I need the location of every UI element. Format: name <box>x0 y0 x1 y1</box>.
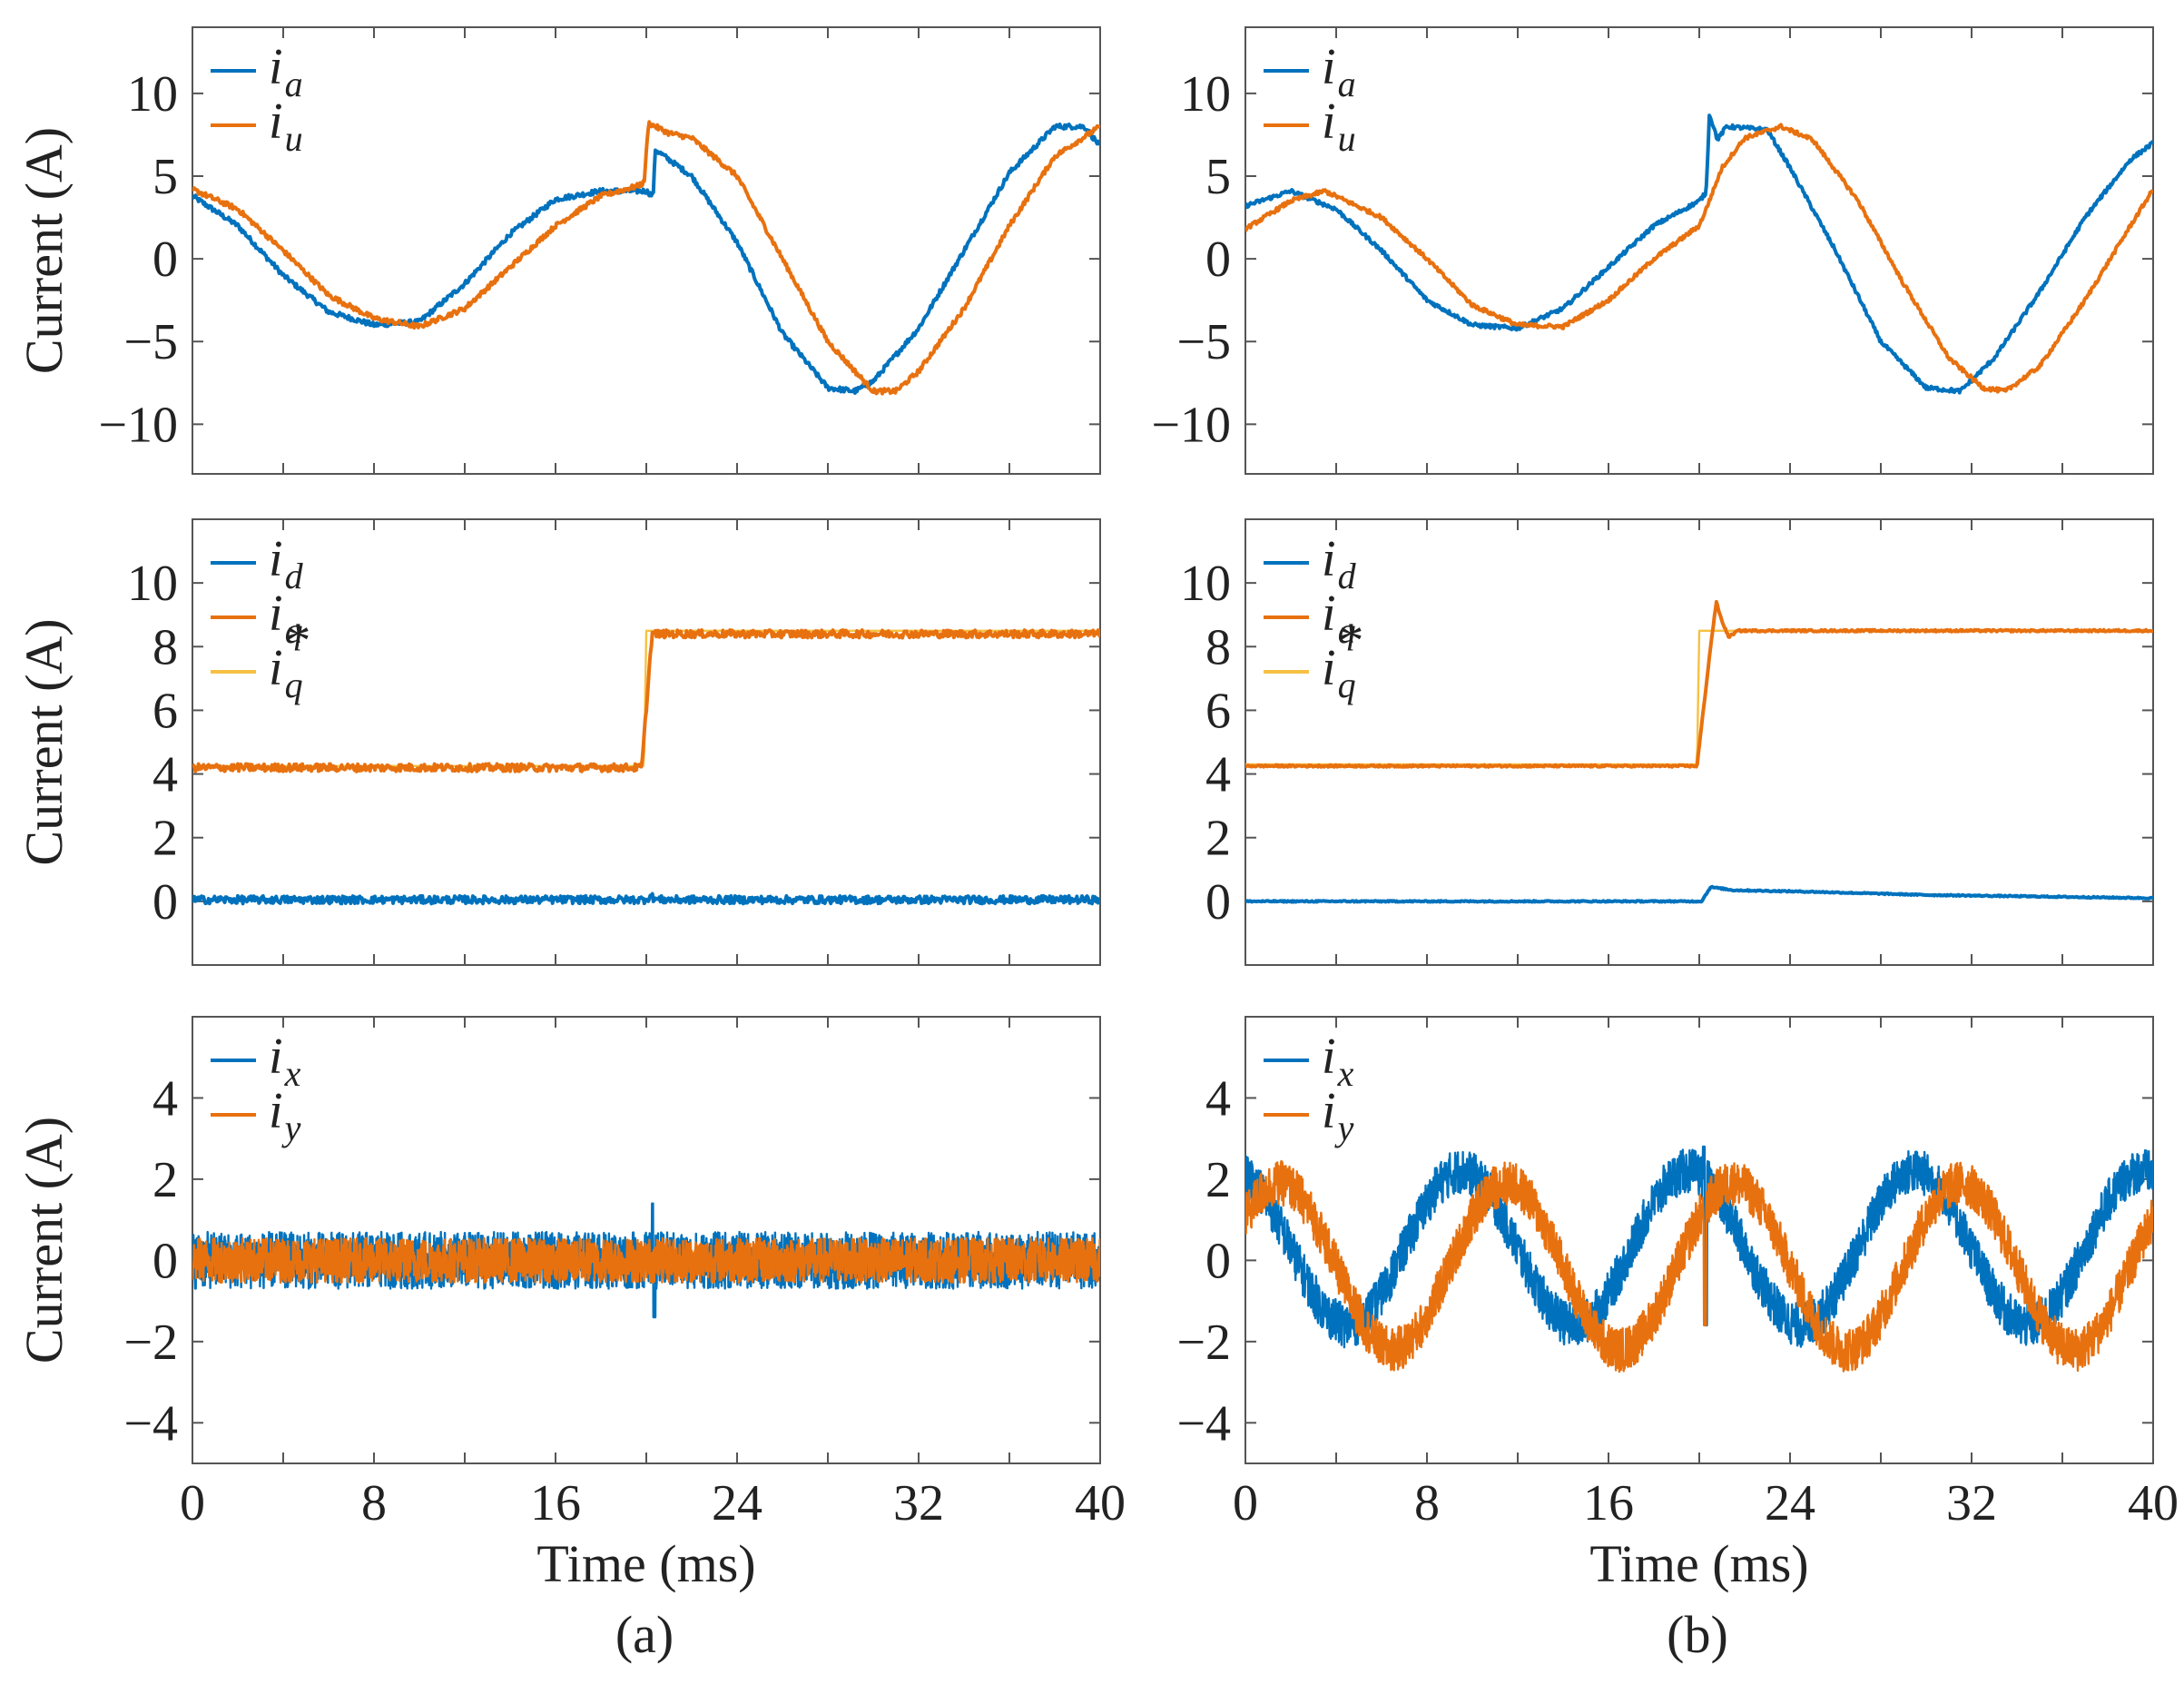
y-axis-title: Current (A) <box>15 127 74 374</box>
series-line <box>1245 123 2153 394</box>
series-line <box>1245 1159 2153 1374</box>
y-tick-label: 4 <box>1205 1070 1231 1127</box>
legend-entry: iq* <box>211 613 309 705</box>
y-tick-label: 10 <box>127 556 178 612</box>
x-tick-label: 8 <box>361 1475 387 1531</box>
y-tick-label: 2 <box>152 811 178 867</box>
y-tick-label: 4 <box>1205 747 1231 803</box>
x-tick-label: 24 <box>1765 1475 1815 1531</box>
y-tick-label: −4 <box>123 1395 178 1452</box>
y-tick-label: 0 <box>152 231 178 288</box>
y-tick-label: 4 <box>152 747 178 803</box>
plot-frame <box>1244 1016 2154 1464</box>
series-line <box>192 1236 1100 1285</box>
x-tick-label: 32 <box>1946 1475 1997 1531</box>
y-tick-label: 8 <box>152 619 178 675</box>
y-tick-label: −2 <box>1176 1315 1231 1371</box>
y-axis-title: Current (A) <box>15 618 74 865</box>
series-line <box>1245 113 2153 395</box>
series-line <box>1245 884 2153 904</box>
legend-entry: ia <box>1264 39 1356 104</box>
series-line <box>1245 1145 2153 1349</box>
x-axis-title: Time (ms) <box>1589 1534 1808 1593</box>
y-tick-label: −10 <box>98 397 178 453</box>
y-tick-label: 2 <box>1205 1152 1231 1208</box>
legend-entry: ix <box>211 1029 301 1094</box>
series-line <box>192 628 1100 773</box>
y-tick-label: 10 <box>1180 66 1231 123</box>
series-line <box>1245 599 2153 769</box>
y-tick-label: 5 <box>1205 149 1231 205</box>
y-tick-label: 10 <box>127 66 178 123</box>
series-line <box>192 123 1100 395</box>
x-axis-title: Time (ms) <box>536 1534 755 1593</box>
y-tick-label: 0 <box>1205 874 1231 931</box>
y-tick-label: −2 <box>123 1315 178 1371</box>
legend-entry: ix <box>1264 1029 1354 1094</box>
y-tick-label: 4 <box>152 1070 178 1127</box>
y-tick-label: 5 <box>152 149 178 205</box>
y-tick-label: 0 <box>1205 231 1231 288</box>
x-tick-label: 40 <box>1075 1475 1126 1531</box>
y-tick-label: −4 <box>1176 1395 1231 1452</box>
y-tick-label: −5 <box>1176 314 1231 370</box>
x-tick-label: 0 <box>180 1475 205 1531</box>
y-tick-label: −10 <box>1151 397 1231 453</box>
x-tick-label: 32 <box>893 1475 944 1531</box>
y-tick-label: 6 <box>1205 683 1231 739</box>
x-tick-label: 8 <box>1414 1475 1440 1531</box>
y-tick-label: 8 <box>1205 619 1231 675</box>
legend-label: iq* <box>269 613 309 705</box>
y-tick-label: 10 <box>1180 556 1231 612</box>
legend-entry: ia <box>211 39 303 104</box>
x-tick-label: 16 <box>530 1475 581 1531</box>
legend-label: iq <box>1322 586 1356 651</box>
x-tick-label: 16 <box>1583 1475 1634 1531</box>
series-line <box>192 120 1100 396</box>
y-tick-label: 2 <box>152 1152 178 1208</box>
y-tick-label: −5 <box>123 314 178 370</box>
y-axis-title: Current (A) <box>15 1117 74 1364</box>
caption-a: (a) <box>615 1605 674 1664</box>
caption-b: (b) <box>1667 1605 1728 1664</box>
y-tick-label: 0 <box>152 874 178 931</box>
legend-entry: iq <box>1264 586 1356 651</box>
x-tick-label: 40 <box>2128 1475 2179 1531</box>
legend-entry: id <box>1264 531 1357 596</box>
series-line <box>192 891 1100 906</box>
legend-entry: id <box>211 531 304 596</box>
y-tick-label: 2 <box>1205 811 1231 867</box>
y-tick-label: 6 <box>152 683 178 739</box>
legend-entry: iq* <box>1264 613 1362 705</box>
y-tick-label: 0 <box>1205 1233 1231 1289</box>
x-tick-label: 0 <box>1233 1475 1258 1531</box>
y-tick-label: 0 <box>152 1233 178 1289</box>
x-tick-label: 24 <box>712 1475 762 1531</box>
